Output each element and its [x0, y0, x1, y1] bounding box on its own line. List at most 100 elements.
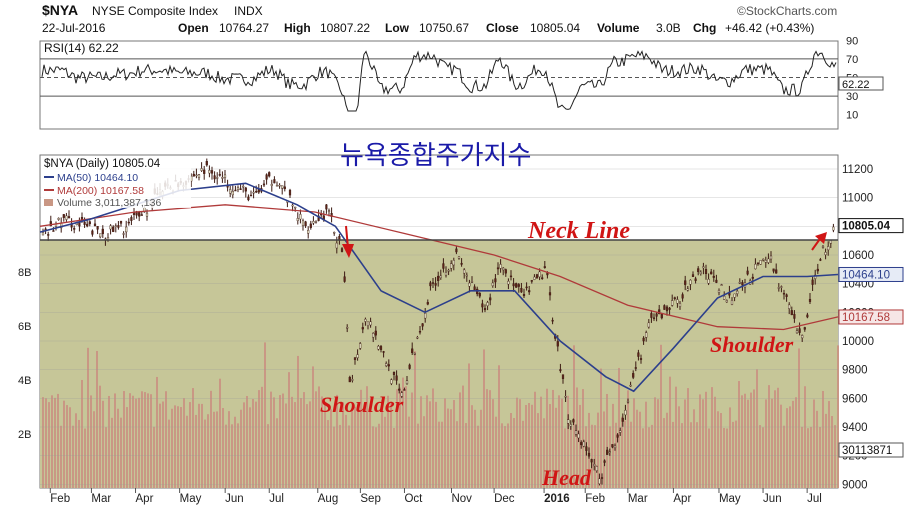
candle-body	[660, 313, 663, 319]
candle-body	[93, 223, 97, 227]
candle-body	[686, 288, 689, 291]
candle-body	[637, 352, 640, 357]
candle-body	[327, 210, 331, 212]
candle-body	[262, 183, 266, 186]
candle-body	[600, 477, 604, 479]
volume-bar	[675, 386, 677, 488]
volume-bar	[495, 416, 497, 488]
candle-body	[57, 217, 60, 220]
exchange: INDX	[234, 4, 263, 18]
volume-bar	[177, 406, 179, 488]
volume-bar	[570, 427, 572, 488]
x-tick-label: May	[719, 493, 741, 505]
volume-bar	[219, 378, 221, 488]
candle-body	[790, 310, 793, 316]
candle-body	[351, 379, 354, 381]
volume-bar	[564, 428, 566, 488]
volume-bar	[84, 428, 86, 488]
candle-body	[491, 282, 494, 286]
candle-body	[405, 380, 409, 385]
volume-bar	[729, 407, 731, 488]
candle-body	[515, 283, 518, 288]
candle-body	[299, 214, 302, 220]
current-value-label: 10464.10	[842, 269, 890, 281]
candle-body	[364, 318, 367, 322]
volume-bar	[372, 426, 374, 488]
credit[interactable]: ©StockCharts.com	[737, 4, 838, 18]
candle-body	[429, 282, 432, 287]
candle-body	[294, 206, 297, 209]
volume-bar	[462, 385, 464, 488]
volume-bar	[678, 406, 680, 488]
volume-bar	[738, 381, 740, 488]
volume-bar	[411, 392, 413, 488]
candle-body	[496, 267, 500, 270]
candle-body	[304, 221, 307, 227]
candle-body	[811, 279, 814, 285]
volume-bar	[240, 409, 242, 488]
current-value-label: 10167.58	[842, 312, 890, 324]
candle-body	[86, 223, 89, 227]
volume-bar	[543, 418, 545, 488]
volume-bar	[405, 386, 407, 488]
volume-bar	[822, 390, 824, 488]
candle-body	[385, 363, 388, 366]
candle-body	[520, 288, 523, 293]
volume-bar	[90, 395, 92, 488]
volume-bar	[447, 408, 449, 488]
candle-body	[530, 280, 533, 282]
volume-bar	[114, 393, 116, 488]
volume-bar	[546, 388, 548, 488]
volume-bar	[660, 344, 662, 488]
candle-body	[814, 274, 817, 279]
volume-bar	[576, 387, 578, 488]
volume-bar	[801, 426, 803, 488]
volume-bar	[483, 349, 485, 488]
volume-bar	[510, 412, 512, 488]
x-tick-label: Feb	[50, 493, 70, 505]
candle-body	[301, 220, 305, 227]
open-value: 10764.27	[219, 21, 270, 35]
candle-body	[281, 185, 284, 189]
rsi-current-label: 62.22	[842, 79, 870, 91]
x-tick-label: Jul	[807, 493, 822, 505]
candle-body	[208, 170, 211, 174]
candle-body	[801, 335, 804, 339]
x-tick-label: Jun	[225, 493, 244, 505]
volume-bar	[288, 372, 290, 488]
candle-body	[96, 226, 99, 230]
arrow-up-icon	[811, 232, 827, 251]
candle-body	[460, 262, 463, 265]
candle-body	[567, 419, 570, 424]
volume-bar	[324, 403, 326, 488]
low-value: 10750.67	[419, 21, 470, 35]
volume-bar	[618, 367, 620, 488]
volume-bar	[255, 401, 257, 488]
candle-body	[710, 271, 713, 275]
candle-body	[431, 282, 435, 284]
volume-bar	[750, 392, 752, 488]
candle-body	[117, 225, 120, 228]
candle-body	[616, 434, 619, 438]
candle-body	[88, 221, 91, 225]
candle-body	[634, 367, 637, 369]
candle-body	[785, 294, 788, 297]
candle-body	[400, 392, 403, 397]
candle-body	[756, 262, 760, 265]
volume-bar	[663, 418, 665, 488]
candle-body	[455, 248, 458, 253]
candle-body	[348, 376, 351, 383]
header-line-2: 22-Jul-2016 Open 10764.27 High 10807.22 …	[0, 21, 918, 37]
volume-bar	[120, 417, 122, 488]
candle-body	[759, 260, 762, 265]
volume-bar	[111, 417, 113, 488]
volume-bar	[579, 404, 581, 488]
candle-body	[223, 174, 227, 178]
volume-bar	[624, 420, 626, 488]
candle-body	[816, 268, 819, 272]
volume-bar	[591, 424, 593, 488]
volume-bar	[354, 406, 356, 488]
volume-bar	[732, 421, 734, 488]
candle-body	[333, 232, 336, 234]
